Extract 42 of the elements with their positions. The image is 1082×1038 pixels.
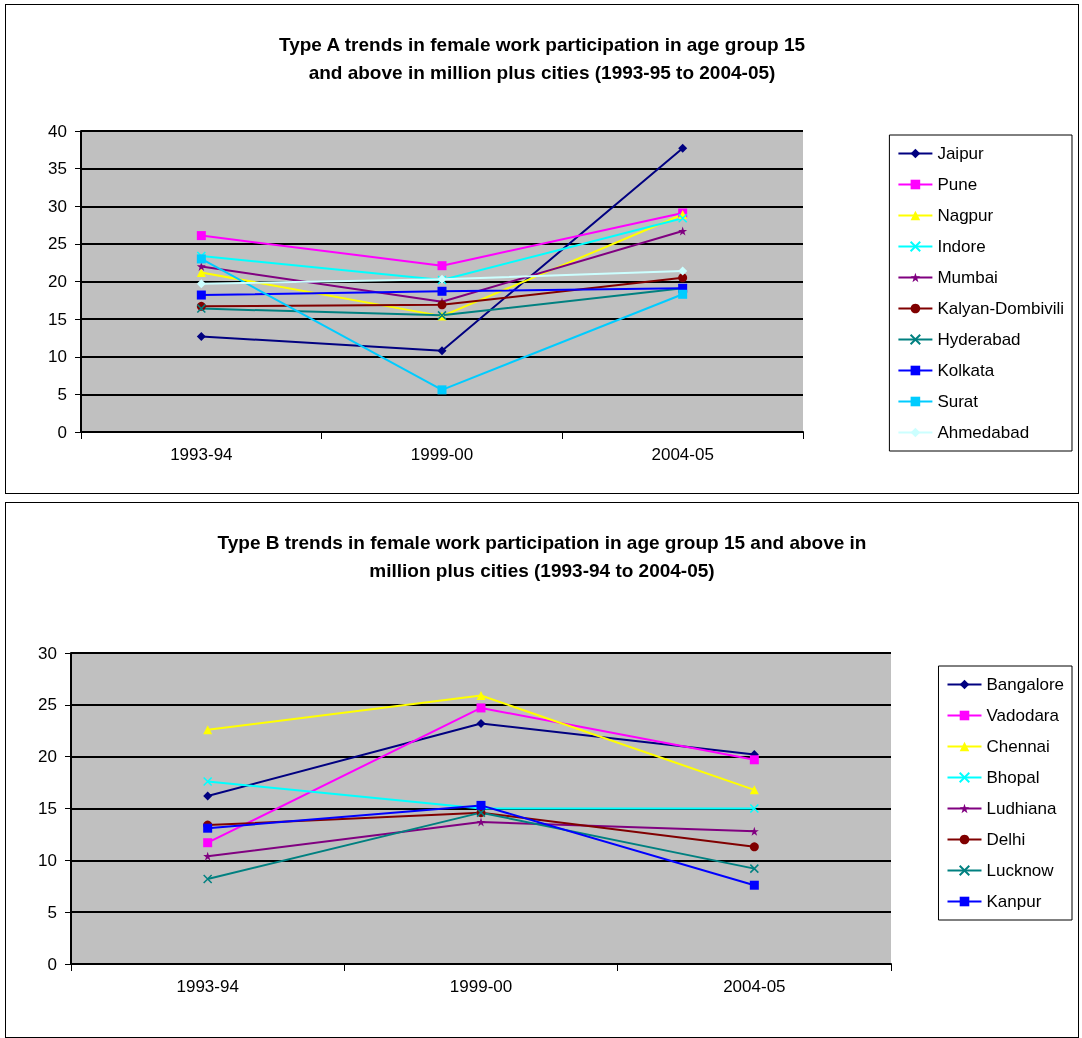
y-tick-label: 15 [38,799,57,818]
y-tick-label: 10 [48,347,67,367]
y-tick-label: 5 [47,902,57,922]
legend-label: Jaipur [937,144,985,163]
legend-label: Mumbai [937,268,998,287]
x-tick-label: 1993-94 [170,445,233,464]
legend-label: Nagpur [937,206,994,225]
y-tick-label: 10 [38,850,57,870]
y-tick-label: 40 [48,121,67,141]
legend-label: Ludhiana [986,799,1057,818]
chart-title: Type A trends in female work participation in age group 15 and above in million plus cities (1993-95 to 2004-05) [278,33,806,83]
legend-label: Bangalore [986,675,1065,694]
chart-title: Type B trends in female work participation in age group 15 and above in million plus cities (1993-94 to 2004-05) [217,531,867,581]
x-tick-label: 1999-00 [410,445,474,464]
y-tick-label: 25 [38,695,57,715]
x-tick-label: 2004-05 [651,445,714,464]
x-tick-label: 1993-94 [176,977,239,996]
y-tick-label: 0 [47,954,57,974]
x-tick-label: 2004-05 [723,977,786,996]
legend-label: Hyderabad [937,330,1021,349]
y-tick-label: 30 [48,196,67,216]
y-tick-label: 35 [48,159,67,179]
legend-label: Indore [937,237,986,256]
legend-label: Vadodara [986,706,1060,725]
legend-label: Delhi [986,830,1026,849]
y-tick-label: 20 [38,747,57,767]
legend-label: Kalyan-Dombivili [937,299,1065,318]
legend-label: Pune [937,175,978,194]
legend-label: Kanpur [986,892,1042,911]
x-tick-label: 1999-00 [449,977,513,996]
legend-label: Kolkata [937,361,995,380]
y-tick-label: 25 [48,234,67,254]
y-tick-label: 30 [38,643,57,663]
y-tick-label: 5 [57,384,67,404]
legend-label: Lucknow [986,861,1055,880]
legend-label: Surat [937,392,979,411]
legend-label: Bhopal [986,768,1040,787]
y-tick-label: 15 [48,309,67,329]
legend-label: Ahmedabad [937,423,1030,442]
y-tick-label: 20 [48,272,67,291]
y-tick-label: 0 [57,422,67,442]
legend-label: Chennai [986,737,1050,756]
